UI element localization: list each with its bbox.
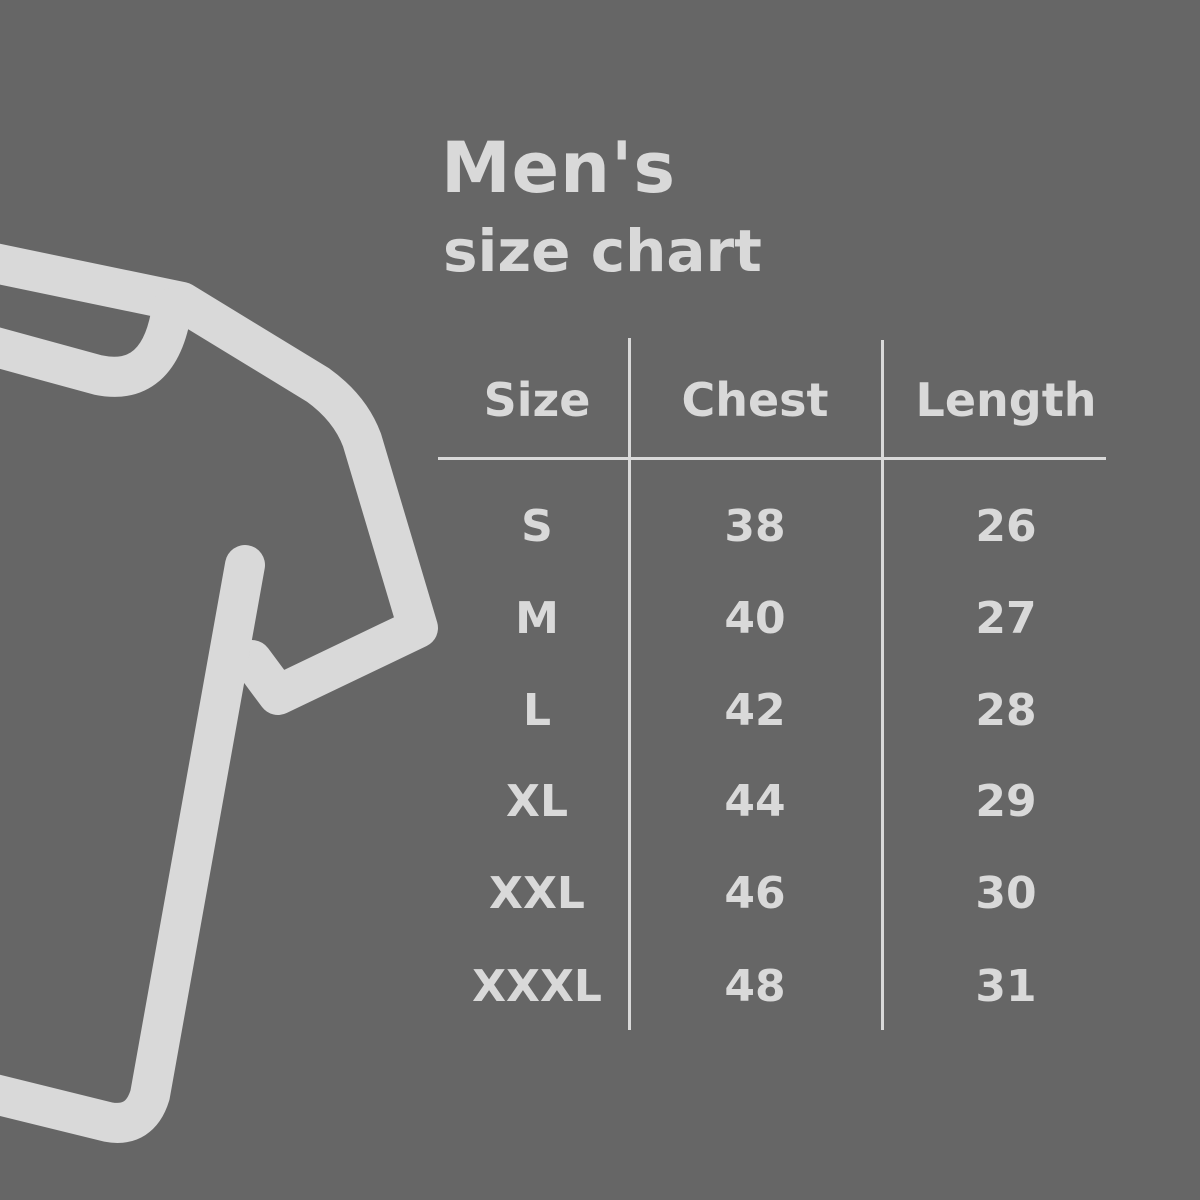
header-size: Size — [483, 373, 591, 427]
length-cell: 31 — [975, 961, 1037, 1012]
chest-cell: 46 — [724, 868, 786, 919]
length-cell: 30 — [975, 868, 1037, 919]
length-cell: 26 — [975, 501, 1037, 552]
length-cell: 29 — [975, 776, 1037, 827]
size-cell: S — [521, 501, 553, 552]
header-length: Length — [915, 373, 1097, 427]
column-divider — [881, 340, 884, 1030]
chest-cell: 40 — [724, 593, 786, 644]
length-cell: 27 — [975, 593, 1037, 644]
column-divider — [628, 338, 631, 1030]
header-divider — [438, 457, 1106, 460]
chest-cell: 38 — [724, 501, 786, 552]
t-shirt-outline-icon — [0, 243, 438, 1143]
size-cell: L — [522, 685, 552, 736]
page-subtitle: size chart — [443, 217, 762, 285]
page-title: Men's — [441, 127, 677, 209]
size-cell: XXXL — [472, 961, 602, 1012]
size-cell: XXL — [489, 868, 585, 919]
chest-cell: 48 — [724, 961, 786, 1012]
header-chest: Chest — [681, 373, 829, 427]
length-cell: 28 — [975, 685, 1037, 736]
size-cell: XL — [506, 776, 568, 827]
chest-cell: 42 — [724, 685, 786, 736]
size-cell: M — [515, 593, 559, 644]
chest-cell: 44 — [724, 776, 786, 827]
